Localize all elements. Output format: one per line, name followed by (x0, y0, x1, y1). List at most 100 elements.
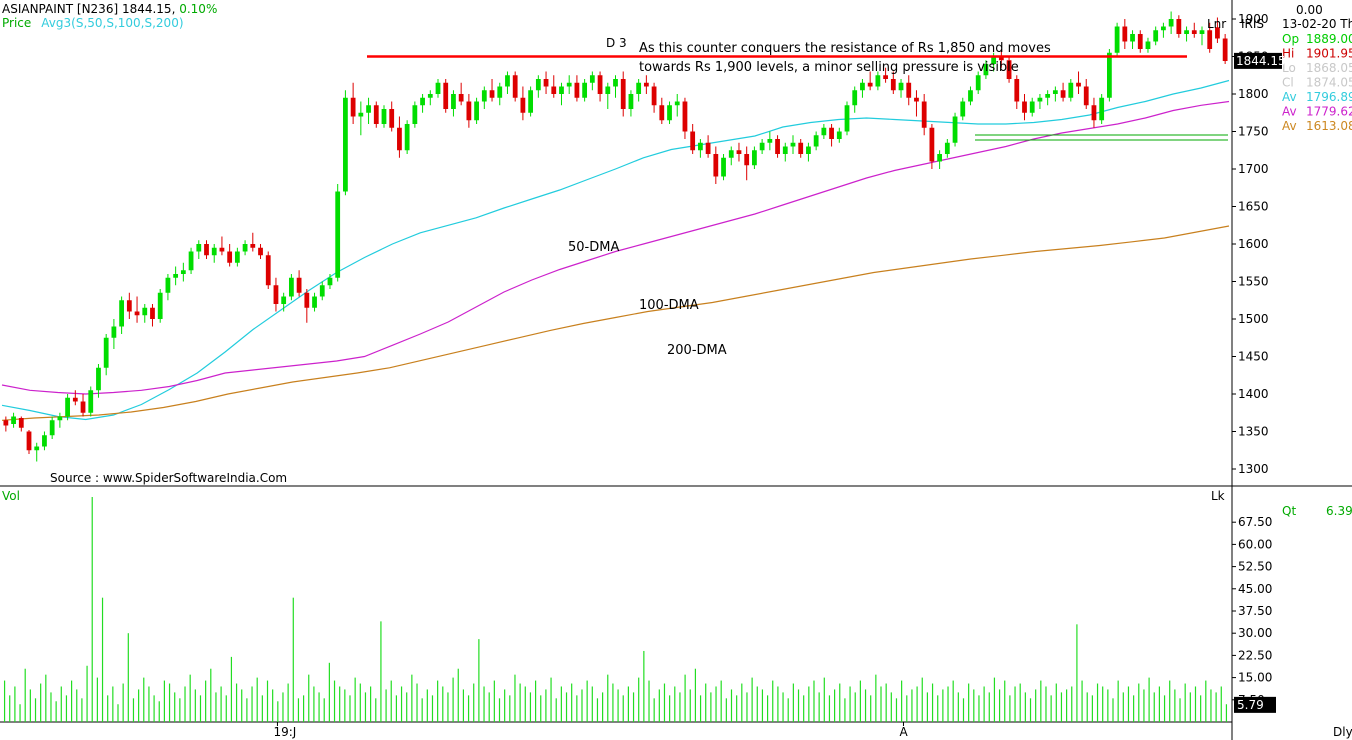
candle (528, 86, 534, 117)
volume-tick-label: 22.50 (1238, 648, 1272, 662)
candle-body (57, 416, 63, 421)
candle-body (968, 90, 973, 102)
candle-body (188, 251, 194, 271)
candle (497, 82, 503, 106)
info-row-value: 1868.05 (1306, 61, 1352, 75)
candle (860, 79, 865, 98)
candle (204, 240, 209, 259)
candle (366, 97, 371, 124)
candle-body (412, 105, 418, 124)
candle-body (381, 109, 387, 124)
candle (481, 86, 487, 109)
candle (466, 94, 472, 128)
candle (126, 292, 132, 319)
candle-body (1022, 101, 1027, 113)
candle (829, 124, 834, 147)
candle-body (250, 244, 256, 248)
candle-body (11, 416, 16, 424)
candle-body (551, 86, 557, 94)
candle (250, 232, 256, 252)
info-row-label: Av (1282, 90, 1297, 104)
candle (451, 90, 456, 117)
candle (412, 101, 418, 128)
symbol-line: ASIANPAINT [N236] 1844.15, (2, 2, 175, 16)
dma50-label: 50-DMA (568, 240, 619, 255)
candle-body (1161, 26, 1166, 31)
candle (65, 394, 70, 421)
candle-body (134, 311, 140, 316)
price-tick-label: 1700 (1238, 162, 1269, 176)
candle-body (528, 90, 534, 113)
candle-body (836, 131, 842, 139)
candle (728, 146, 734, 166)
candle-body (1199, 30, 1205, 34)
candle-body (304, 292, 310, 308)
candle-body (88, 390, 94, 413)
vol-label: Vol (2, 489, 20, 503)
candle-body (566, 82, 572, 87)
candle (705, 135, 711, 158)
candle (690, 124, 696, 154)
candle (782, 142, 788, 162)
candle (350, 82, 356, 124)
info-row-label: Av (1282, 105, 1297, 119)
candle (1207, 22, 1213, 53)
candle (1114, 22, 1120, 57)
annotation-line-2: towards Rs 1,900 levels, a minor selling… (639, 60, 1019, 75)
candle (790, 135, 796, 154)
200-dma-line (1, 225, 1230, 421)
candle-body (736, 150, 742, 154)
candle-body (1207, 30, 1213, 49)
candle-body (806, 146, 811, 154)
candle (921, 94, 927, 136)
candle-body (898, 82, 904, 91)
candle-body (366, 105, 371, 113)
candle (34, 442, 40, 462)
candle-body (1122, 26, 1128, 42)
candle (1045, 90, 1051, 106)
candle-body (929, 127, 935, 162)
candle (420, 94, 425, 113)
candle (1191, 22, 1197, 38)
candle-body (713, 154, 719, 177)
candle (813, 131, 819, 151)
candle (1176, 15, 1182, 38)
candle-body (1222, 38, 1228, 61)
candle-body (937, 154, 943, 162)
candle (312, 292, 317, 312)
price-tick-label: 1750 (1238, 125, 1269, 139)
candle-body (49, 420, 55, 436)
info-row-value: 1796.89 (1306, 90, 1352, 104)
candle (944, 139, 950, 158)
candle (543, 71, 549, 94)
info-row-value: 1874.05 (1306, 76, 1352, 90)
candle-body (296, 277, 302, 293)
last-price-label: 1844.15 (1236, 54, 1286, 68)
candle (165, 274, 171, 301)
candle (613, 75, 618, 98)
candle (821, 124, 827, 139)
candle (242, 240, 248, 256)
candle (72, 390, 78, 406)
candle (196, 240, 202, 259)
candle-body (265, 255, 271, 286)
candle-body (319, 285, 325, 297)
candle (559, 82, 564, 106)
candle (458, 82, 464, 106)
candle (1052, 86, 1058, 102)
candle-body (883, 75, 888, 79)
candle (42, 431, 47, 451)
iris-label: IRIS (1241, 17, 1264, 31)
candle-body (875, 75, 881, 87)
info-rows: Op 1889.00 Hi 1901.95 Lo 1868.05 Cl 1874.05 Av 17… (1282, 32, 1352, 133)
candle (219, 236, 225, 256)
candle-body (674, 101, 680, 106)
price-tick-label: 1350 (1238, 425, 1269, 439)
candle (389, 101, 395, 132)
dma100-label: 100-DMA (639, 298, 699, 313)
candle-body (697, 142, 703, 151)
candle-body (790, 142, 796, 147)
candle-body (636, 82, 642, 94)
candle (1099, 94, 1105, 124)
candle-body (582, 82, 588, 98)
